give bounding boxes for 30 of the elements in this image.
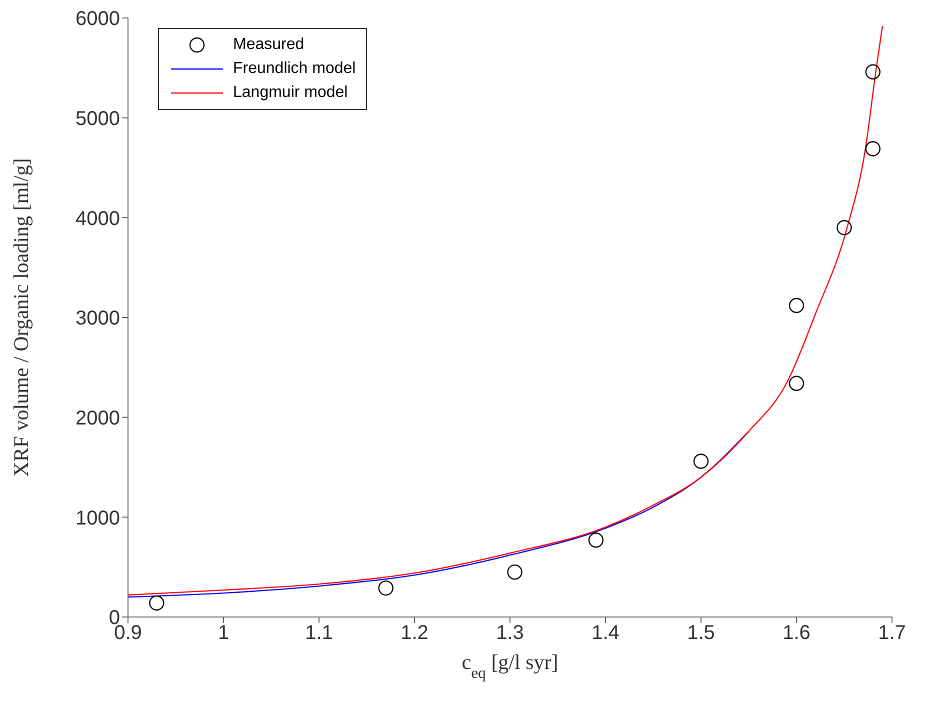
point [788, 298, 804, 314]
x-tick-label: 1 [218, 622, 230, 644]
point [788, 376, 804, 391]
x-tick-label: 1.7 [878, 622, 906, 644]
x-tick-label: 1.3 [496, 622, 524, 644]
y-tick-label: 3000 [76, 308, 120, 330]
point [693, 454, 709, 469]
point [836, 220, 852, 236]
point [588, 532, 604, 548]
point [865, 141, 880, 156]
x-tick-label: 1.1 [305, 622, 333, 644]
legend-label: Measured [233, 36, 304, 54]
point [378, 580, 394, 596]
y-tick-label: 1000 [76, 507, 120, 530]
x-axis-title: c$_{eq}$ [g/l syr] [462, 650, 558, 682]
y-axis-title: XRF volume / Organic loading [ml/g] [9, 158, 33, 477]
point [865, 64, 880, 80]
line-series [128, 25, 884, 596]
y-tick-label: 6000 [76, 8, 120, 30]
y-tick-label: 2000 [76, 407, 120, 430]
legend-label: Freundlich model [233, 60, 356, 78]
x-tick-label: 1.2 [400, 622, 428, 644]
y-tick-label: 4000 [76, 208, 120, 230]
y-tick-label: 5000 [76, 108, 120, 130]
legend-label: Langmuir model [233, 84, 348, 102]
point [507, 564, 522, 580]
point [149, 595, 164, 611]
x-tick-label: 1.5 [687, 622, 715, 644]
x-tick-label: 1.4 [592, 622, 620, 644]
x-tick-label: 1.6 [782, 622, 810, 644]
